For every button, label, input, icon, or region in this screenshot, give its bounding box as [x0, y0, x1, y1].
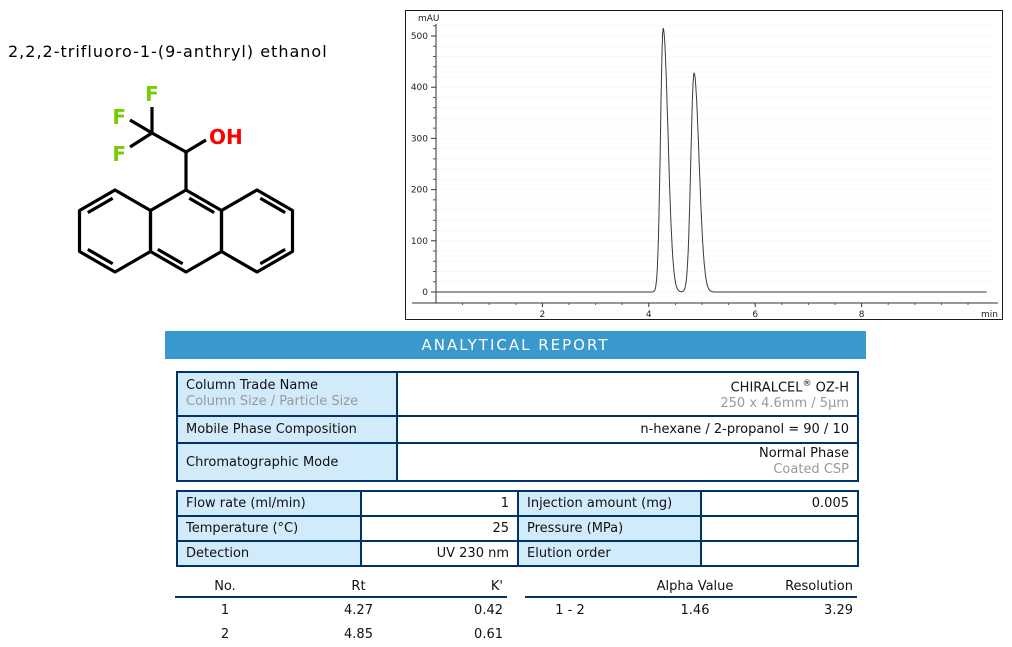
- table-row: 1 - 2 1.46 3.29: [525, 597, 857, 622]
- chromatogram-plot: 0 100 200 300 400 500 2 4 6 8 mAU min: [411, 14, 998, 320]
- row-label: Detection: [176, 540, 362, 567]
- retention-time: 4.85: [344, 627, 373, 642]
- svg-text:6: 6: [752, 310, 758, 319]
- chromatogram-panel: 0 100 200 300 400 500 2 4 6 8 mAU min: [405, 10, 1003, 320]
- table-row: Detection UV 230 nm Elution order: [176, 540, 859, 567]
- alpha-value: 1.46: [680, 602, 710, 618]
- fluorine-atom-label: F: [112, 142, 126, 166]
- svg-text:400: 400: [411, 83, 428, 93]
- pressure-value: [700, 515, 859, 542]
- peak-results-table: No. Rt K' 1 4.27 0.42 2 4.85 0.61: [175, 577, 507, 647]
- peak-number: 2: [220, 627, 230, 642]
- injection-amount-value: 0.005: [700, 490, 859, 517]
- table-row: Chromatographic Mode Normal Phase Coated…: [176, 442, 859, 482]
- svg-text:500: 500: [411, 32, 428, 42]
- chromatographic-mode-value: Normal Phase: [759, 446, 849, 461]
- column-trade-name-value: CHIRALCEL® OZ-H: [730, 378, 849, 396]
- table-row: 2 4.85 0.61: [175, 622, 507, 647]
- table-header-row: Alpha Value Resolution: [525, 577, 857, 597]
- elution-order-value: [700, 540, 859, 567]
- column-header: K': [490, 579, 503, 594]
- fluorine-atom-label: F: [112, 105, 126, 129]
- table-row: Column Trade Name Column Size / Particle…: [176, 371, 859, 417]
- banner-title: ANALYTICAL REPORT: [421, 336, 610, 354]
- temperature-value: 25: [360, 515, 519, 542]
- row-label: Flow rate (ml/min): [176, 490, 362, 517]
- row-sublabel: Column Size / Particle Size: [186, 394, 359, 409]
- table-row: Flow rate (ml/min) 1 Injection amount (m…: [176, 490, 859, 517]
- resolution-value: 3.29: [824, 602, 853, 618]
- row-label: Mobile Phase Composition: [176, 415, 398, 444]
- retention-time: 4.27: [344, 602, 373, 618]
- table-row: Mobile Phase Composition n-hexane / 2-pr…: [176, 415, 859, 444]
- row-label: Chromatographic Mode: [176, 442, 398, 482]
- analytical-report-banner: ANALYTICAL REPORT: [165, 331, 866, 359]
- molecule-structure: F F F OH: [77, 82, 295, 274]
- row-label: Temperature (°C): [176, 515, 362, 542]
- separation-results-table: Alpha Value Resolution 1 - 2 1.46 3.29: [525, 577, 857, 622]
- table-row: Temperature (°C) 25 Pressure (MPa): [176, 515, 859, 542]
- mobile-phase-value: n-hexane / 2-propanol = 90 / 10: [396, 415, 859, 444]
- column-header: Resolution: [785, 579, 853, 594]
- column-info-table: Column Trade Name Column Size / Particle…: [176, 371, 859, 482]
- k-prime-value: 0.61: [474, 627, 503, 642]
- column-size-value: 250 x 4.6mm / 5µm: [720, 396, 849, 412]
- conditions-table: Flow rate (ml/min) 1 Injection amount (m…: [176, 490, 859, 567]
- row-label: Elution order: [517, 540, 702, 567]
- csp-type-value: Coated CSP: [773, 462, 849, 477]
- svg-text:8: 8: [859, 310, 865, 319]
- column-header: [525, 577, 615, 597]
- fluorine-atom-label: F: [145, 82, 159, 106]
- row-label: Injection amount (mg): [517, 490, 702, 517]
- registered-mark: ®: [802, 378, 812, 389]
- row-label: Pressure (MPa): [517, 515, 702, 542]
- peak-number: 1: [220, 602, 230, 618]
- svg-text:100: 100: [411, 237, 428, 247]
- svg-text:2: 2: [540, 310, 546, 319]
- column-header: Alpha Value: [656, 579, 734, 594]
- svg-text:200: 200: [411, 186, 428, 196]
- hydroxyl-group-label: OH: [209, 125, 243, 149]
- row-label: Column Trade Name: [186, 378, 318, 393]
- column-header: No.: [214, 579, 236, 594]
- table-row: 1 4.27 0.42: [175, 597, 507, 622]
- column-header: Rt: [351, 579, 366, 594]
- svg-text:mAU: mAU: [418, 14, 440, 24]
- k-prime-value: 0.42: [474, 602, 503, 618]
- flow-rate-value: 1: [360, 490, 519, 517]
- svg-text:min: min: [981, 310, 998, 319]
- detection-value: UV 230 nm: [360, 540, 519, 567]
- compound-title: 2,2,2-trifluoro-1-(9-anthryl) ethanol: [8, 42, 328, 61]
- svg-text:4: 4: [646, 310, 652, 319]
- table-header-row: No. Rt K': [175, 577, 507, 597]
- svg-text:300: 300: [411, 134, 428, 144]
- svg-text:0: 0: [422, 288, 428, 298]
- peak-pair: 1 - 2: [555, 602, 585, 618]
- bond-skeleton: [77, 107, 295, 274]
